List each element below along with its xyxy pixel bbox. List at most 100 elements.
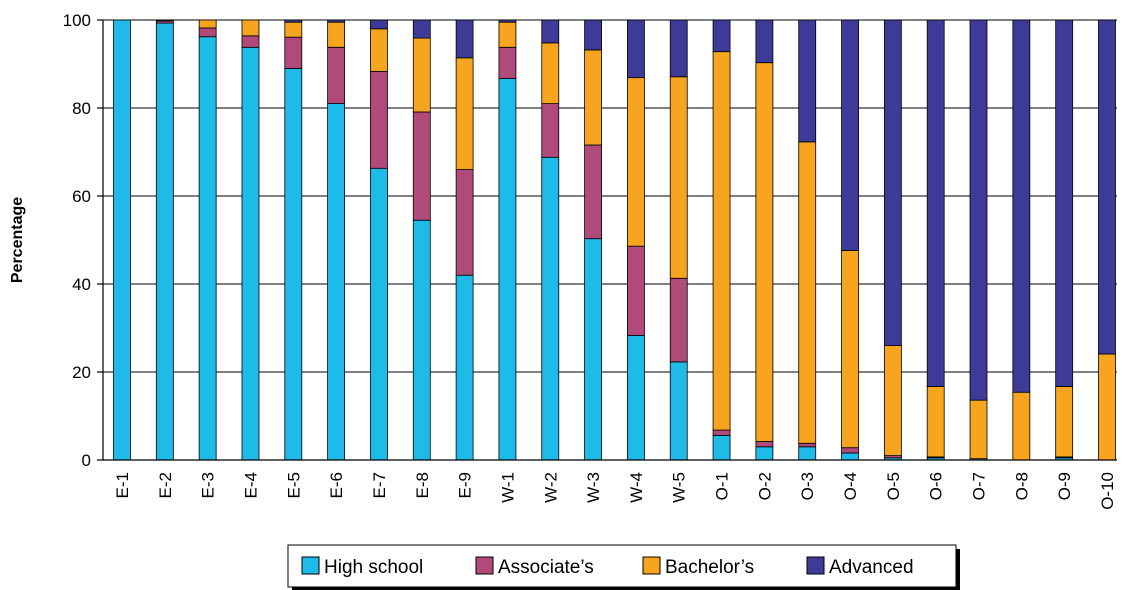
- bar-E-6-associates: [327, 46, 346, 104]
- bar-O-9-bachelors: [1055, 386, 1074, 458]
- bar-O-8-advanced: [1012, 19, 1031, 393]
- bar-E-9-advanced: [455, 19, 474, 59]
- x-tick-label-W-5: W-5: [670, 472, 689, 503]
- bar-O-10-advanced: [1098, 19, 1116, 355]
- bar-O-2-associates: [755, 441, 774, 448]
- bar-O-7-advanced: [969, 19, 988, 401]
- x-tick-label-E-9: E-9: [456, 472, 475, 498]
- legend-swatch-associates: [475, 556, 494, 575]
- legend-swatch-advanced: [806, 556, 825, 575]
- bar-W-4-high-school: [627, 335, 645, 461]
- x-tick-label-E-6: E-6: [327, 472, 346, 498]
- bar-E-9-bachelors: [455, 57, 474, 171]
- bar-O-2-bachelors: [755, 62, 774, 442]
- bar-O-3-associates: [798, 442, 817, 448]
- bar-E-5-high-school: [284, 68, 303, 461]
- bar-O-8-bachelors: [1012, 391, 1031, 461]
- bar-W-2-bachelors: [541, 42, 560, 105]
- bar-W-1-advanced: [498, 19, 517, 23]
- y-tick-label-40: 40: [72, 275, 91, 294]
- legend-label-associates: Associate’s: [498, 557, 594, 578]
- x-tick-label-O-4: O-4: [841, 472, 860, 500]
- x-tick-label-O-5: O-5: [884, 472, 903, 500]
- legend-swatch-bachelors: [642, 556, 661, 575]
- bar-O-6-bachelors: [926, 386, 945, 458]
- legend-box: [287, 544, 957, 588]
- x-tick-label-O-3: O-3: [798, 472, 817, 500]
- bar-W-3-bachelors: [584, 49, 602, 146]
- bar-E-7-bachelors: [370, 28, 388, 72]
- legend-label-high-school: High school: [324, 557, 423, 578]
- bar-O-3-advanced: [798, 19, 817, 143]
- x-tick-label-E-8: E-8: [413, 472, 432, 498]
- y-tick-label-100: 100: [63, 11, 91, 30]
- bar-E-2-advanced: [155, 19, 174, 22]
- bar-E-8-associates: [412, 111, 431, 221]
- bar-W-1-high-school: [498, 78, 517, 461]
- bar-O-1-bachelors: [712, 51, 731, 431]
- bar-W-5-associates: [669, 277, 688, 363]
- bar-E-4-high-school: [241, 46, 260, 461]
- x-tick-label-W-3: W-3: [584, 472, 603, 503]
- x-tick-label-W-2: W-2: [541, 472, 560, 503]
- bar-O-4-associates: [841, 447, 859, 454]
- bar-E-8-high-school: [412, 219, 431, 461]
- bar-E-7-advanced: [370, 19, 388, 30]
- bar-E-9-associates: [455, 169, 474, 276]
- bar-E-7-high-school: [370, 167, 388, 461]
- bar-O-4-advanced: [841, 19, 859, 251]
- x-tick-label-O-6: O-6: [927, 472, 946, 500]
- bar-W-5-high-school: [669, 361, 688, 461]
- y-tick-label-60: 60: [72, 187, 91, 206]
- bar-O-3-bachelors: [798, 141, 817, 444]
- x-tick-label-E-5: E-5: [284, 472, 303, 498]
- bar-O-2-advanced: [755, 19, 774, 64]
- bar-E-4-associates: [241, 35, 260, 48]
- bar-E-1-high-school: [113, 19, 131, 461]
- bar-O-1-associates: [712, 429, 731, 436]
- bar-W-3-advanced: [584, 19, 602, 51]
- x-tick-label-O-9: O-9: [1055, 472, 1074, 500]
- bar-W-1-bachelors: [498, 21, 517, 48]
- legend-label-bachelors: Bachelor’s: [665, 557, 754, 578]
- x-tick-label-O-8: O-8: [1012, 472, 1031, 500]
- bar-W-4-associates: [627, 245, 645, 336]
- bar-O-3-high-school: [798, 446, 817, 461]
- x-tick-labels: E-1 E-2 E-3 E-4 E-5 E-6 E-7 E-8 E-9 W-1 W-2 W-3 W-4 W…: [113, 472, 1117, 510]
- bar-W-5-bachelors: [669, 76, 688, 279]
- bar-W-2-advanced: [541, 19, 560, 44]
- x-tick-label-O-2: O-2: [755, 472, 774, 500]
- bar-E-6-advanced: [327, 19, 346, 23]
- bar-O-1-high-school: [712, 434, 731, 461]
- bar-O-5-advanced: [883, 19, 902, 347]
- bar-O-6-advanced: [926, 19, 945, 387]
- legend-swatch-high-school: [301, 556, 320, 575]
- y-axis-title: Percentage: [9, 197, 26, 283]
- bar-E-3-bachelors: [198, 19, 217, 29]
- x-tick-label-O-7: O-7: [970, 472, 989, 500]
- bar-W-3-high-school: [584, 238, 602, 461]
- bars-group: [113, 19, 1116, 461]
- axes-group: [97, 19, 1117, 461]
- x-tick-label-E-2: E-2: [156, 472, 175, 498]
- bar-W-1-associates: [498, 46, 517, 79]
- gridlines: [103, 19, 1117, 373]
- x-tick-label-W-4: W-4: [627, 472, 646, 503]
- bar-E-4-bachelors: [241, 19, 260, 37]
- bar-E-9-high-school: [455, 274, 474, 461]
- y-tick-label-0: 0: [82, 451, 91, 470]
- x-tick-label-O-10: O-10: [1098, 472, 1117, 510]
- bar-O-4-bachelors: [841, 250, 859, 449]
- bar-E-3-high-school: [198, 36, 217, 461]
- bar-E-5-bachelors: [284, 21, 303, 38]
- bar-E-6-high-school: [327, 103, 346, 461]
- bar-E-3-associates: [198, 27, 217, 38]
- bar-E-5-associates: [284, 36, 303, 69]
- bar-O-7-bachelors: [969, 399, 988, 460]
- x-tick-label-E-7: E-7: [370, 472, 389, 498]
- y-tick-label-20: 20: [72, 363, 91, 382]
- bar-O-2-high-school: [755, 446, 774, 461]
- y-tick-label-80: 80: [72, 99, 91, 118]
- bar-O-5-bachelors: [883, 345, 902, 457]
